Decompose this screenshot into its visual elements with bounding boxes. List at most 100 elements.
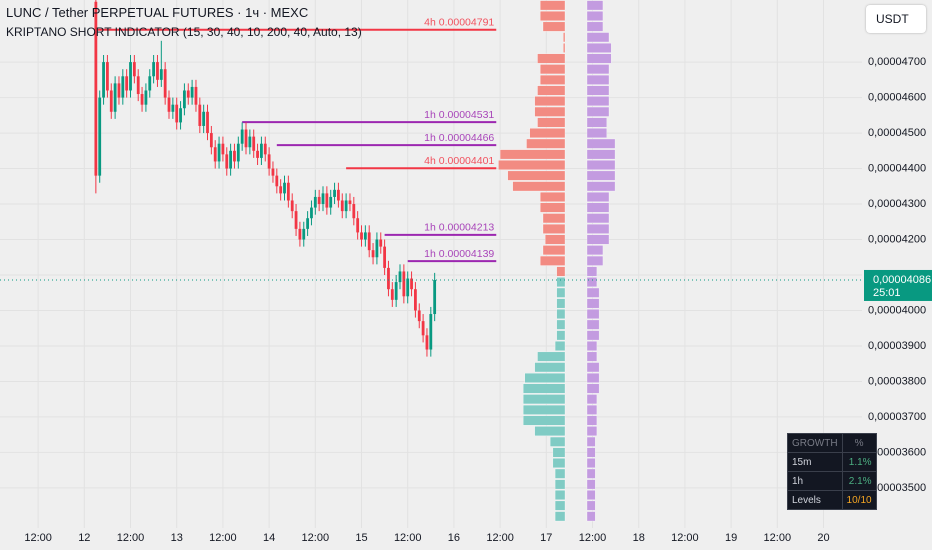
table-cell: 15m [787,452,843,472]
profile-bar-left [512,181,566,192]
last-price-label: 0,00004086 [873,274,931,286]
y-tick-label: 0,00004200 [868,233,926,245]
profile-bar-right [586,309,600,319]
profile-bar-left [537,85,566,96]
candle-body [348,200,352,205]
candle-body [206,111,209,134]
profile-bar-left [534,96,566,107]
profile-bar-right [586,202,610,213]
profile-bar-left [523,415,566,426]
x-tick-label: 12:00 [671,532,699,544]
x-tick-label: 13 [171,532,183,544]
candle-body [159,69,163,80]
candle-body [186,90,190,98]
x-tick-label: 12:00 [302,532,330,544]
candle-body [387,267,390,290]
profile-bar-left [552,447,566,458]
profile-bar-right [586,11,604,21]
table-cell: 10/10 [841,490,877,510]
level-label: 4h 0.00004791 [424,17,494,29]
profile-bar-right [586,32,610,43]
profile-bar-right [586,351,598,362]
candle-body [344,200,348,212]
profile-bar-left [542,245,566,256]
currency-button[interactable]: USDT [866,5,926,33]
profile-bar-left [534,426,566,437]
x-tick-label: 12:00 [579,532,607,544]
profile-bar-right [586,319,600,330]
y-tick-label: 0,00004500 [868,127,926,139]
profile-bar-right [586,426,598,437]
profile-bar-right [586,511,596,522]
candle-body [398,271,402,283]
candle-body [179,108,182,123]
profile-bar-left [542,213,566,224]
candle-body [379,239,383,247]
candle-body [167,97,171,112]
candle-body [175,104,179,123]
profile-bar-left [529,128,566,138]
candle-body [421,321,425,336]
profile-bar-right [586,383,600,394]
profile-bar-left [540,0,566,11]
candle-body [202,111,206,126]
profile-bar-left [556,298,566,309]
level-label: 1h 0.00004466 [424,132,494,144]
candle-body [256,150,259,158]
x-tick-label: 12:00 [486,532,514,544]
candle-body [209,133,213,148]
table-cell: 2.1% [841,471,877,491]
y-tick-label: 0,00004300 [868,198,926,210]
profile-bar-left [556,309,566,319]
y-tick-label: 0,00004400 [868,162,926,174]
profile-bar-left [545,234,566,245]
y-tick-label: 0,00004000 [868,304,926,316]
candle-body [406,278,410,297]
profile-bar-right [586,43,612,53]
candle-body [329,196,333,208]
profile-bar-right [586,277,598,287]
profile-bar-right [586,458,596,468]
candle-body [425,335,429,350]
profile-bar-right [586,213,610,224]
candle-body [414,289,417,311]
candle-body [275,175,279,187]
profile-bar-right [586,0,604,11]
candle-body [410,278,413,290]
profile-bar-right [586,106,610,117]
candle-body [286,182,290,201]
profile-bar-right [586,479,596,490]
candle-body [337,189,340,201]
candle-body [113,83,117,112]
candle-body [263,143,267,155]
profile-bar-left [499,149,566,160]
candle-body [279,186,283,194]
profile-bar-right [586,490,596,500]
candle-body [190,86,194,98]
profile-bar-right [586,53,612,64]
profile-bar-left [554,479,566,490]
candle-body [98,97,102,176]
profile-bar-left [563,32,566,43]
profile-bar-right [586,255,604,266]
profile-bar-left [540,11,566,21]
profile-bar-left [556,330,566,341]
x-tick-label: 12:00 [394,532,422,544]
candle-body [132,62,136,77]
x-tick-label: 12 [78,532,90,544]
y-tick-label: 0,00003800 [868,375,926,387]
candle-body [402,271,406,297]
x-tick-label: 17 [540,532,552,544]
countdown-label: 25:01 [873,287,901,299]
profile-bar-right [586,468,596,479]
profile-bar-right [586,181,616,192]
table-cell: Levels [787,490,843,510]
candle-body [194,86,198,105]
table-cell: 1h [787,471,843,491]
candle-body [248,136,252,148]
y-tick-label: 0,00004700 [868,56,926,68]
symbol-title: LUNC / Tether PERPETUAL FUTURES · 1ч · M… [6,5,309,20]
last-price-box [864,269,932,301]
table-cell: 1.1% [841,452,877,472]
x-tick-label: 12:00 [764,532,792,544]
